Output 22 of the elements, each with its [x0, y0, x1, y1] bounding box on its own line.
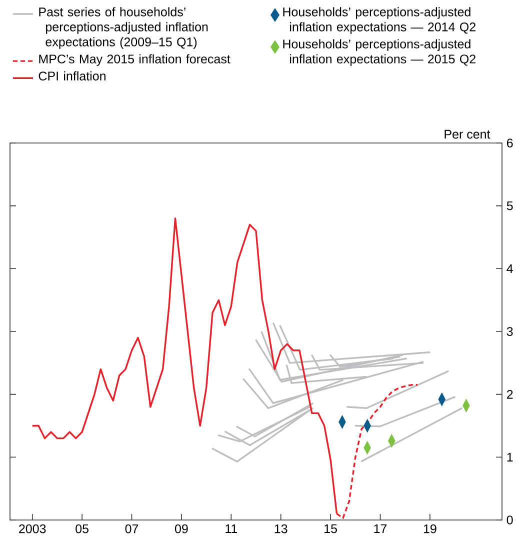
y-tick-label: 6 [506, 138, 513, 148]
y-tick-label: 1 [507, 452, 513, 462]
legend-label: CPI inflation [38, 71, 106, 80]
x-tick-label: 09 [174, 524, 188, 534]
legend-label: Households’ perceptions-adjusted inflation expectations — 2015 Q2 [283, 39, 476, 66]
y-tick-label: 2 [506, 390, 513, 399]
x-tick-label: 15 [324, 524, 337, 534]
x-tick-label: 07 [125, 524, 138, 534]
y-tick-label: 5 [506, 201, 513, 210]
x-tick-label: 11 [226, 524, 238, 533]
x-tick-label: 17 [374, 524, 387, 533]
y-axis-title: Per cent [444, 130, 490, 139]
legend-label: Households’ perceptions-adjusted inflation expectations — 2014 Q2 [283, 7, 476, 34]
y-tick-label: 4 [506, 264, 513, 273]
x-tick-label: 19 [424, 524, 436, 534]
y-tick-label: 3 [506, 327, 513, 336]
legend-label: Past series of households’ perceptions-adjusted inflation expectations (2009–15 Q1) [39, 7, 208, 49]
y-tick-label: 0 [506, 516, 513, 524]
x-tick-label: 13 [274, 524, 288, 534]
x-tick-label: 2003 [19, 524, 46, 534]
legend-label: MPC’s May 2015 inflation forecast [39, 54, 230, 66]
x-tick-label: 05 [76, 524, 88, 534]
